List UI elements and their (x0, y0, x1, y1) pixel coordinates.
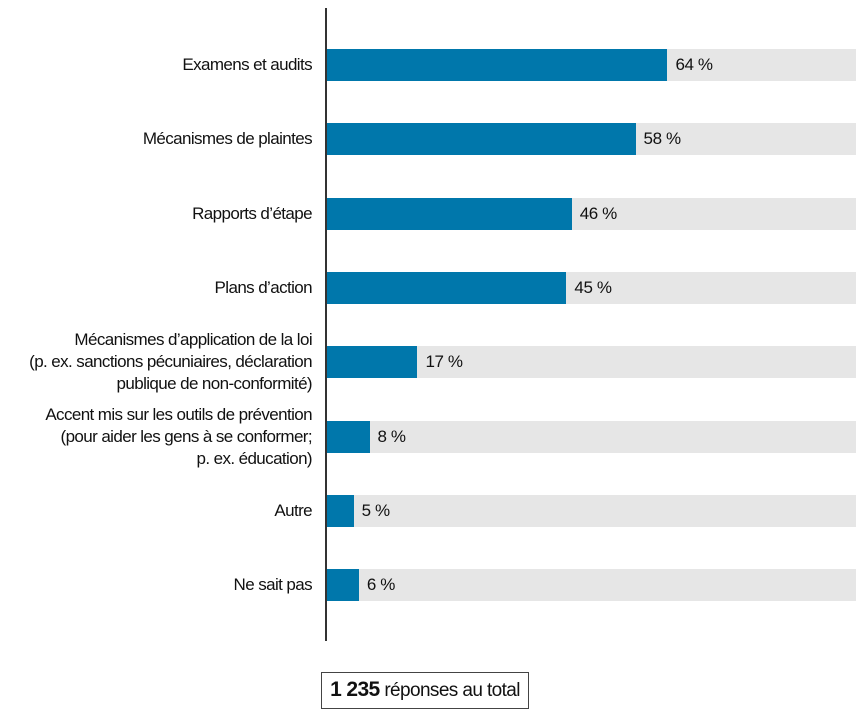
category-label-line: (pour aider les gens à se conformer; (60, 426, 313, 446)
value-label-plans-d-action: 45 % (574, 277, 612, 297)
y-axis-line (325, 8, 327, 641)
category-label-rapports-d-e-tape: Rapports d’étape (192, 203, 312, 225)
category-label-autre: Autre (274, 500, 312, 522)
total-label: réponses au total (384, 680, 520, 701)
category-label-me-canismes-d-application-de-la-loi: Mécanismes d’application de la loi (p. ex… (29, 329, 312, 395)
bar-track-accent-mis-sur-les-outils-de-pre-vention (327, 420, 856, 453)
bar-me-canismes-de-plaintes (327, 123, 636, 156)
bar-ne-sait-pas (327, 569, 359, 602)
category-label-line: Mécanismes d’application de la loi (74, 330, 312, 350)
bar-plans-d-action (327, 271, 567, 304)
bar-autre (327, 494, 354, 527)
category-label-accent-mis-sur-les-outils-de-pre-vention: Accent mis sur les outils de prévention(… (45, 404, 312, 470)
category-label-plans-d-action: Plans d’action (214, 277, 313, 299)
category-label-me-canismes-de-plaintes: Mécanismes de plaintes (142, 128, 313, 150)
value-label-examens-et-audits: 64 % (675, 55, 713, 74)
value-label-ne-sait-pas: 6 % (366, 575, 395, 595)
category-label-line: p. ex. éducation) (196, 448, 313, 468)
category-label-line: Rapports d’étape (192, 203, 312, 223)
value-label-rapports-d-e-tape: 46 % (579, 203, 618, 223)
bar-track-ne-sait-pas (327, 569, 856, 602)
value-label-me-canismes-de-plaintes: 58 % (643, 129, 682, 149)
value-label-autre: 5 % (361, 500, 390, 520)
category-label-line: (p. ex. sanctions pécuniaires, déclarati… (29, 352, 312, 372)
category-label-line: Accent mis sur les outils de prévention (45, 404, 312, 424)
category-label-line: Autre (274, 500, 312, 520)
bar-track-autre (327, 494, 856, 527)
category-label-line: Ne sait pas (233, 575, 313, 595)
category-label-line: Mécanismes de plaintes (142, 129, 313, 149)
category-label-ne-sait-pas: Ne sait pas (233, 574, 313, 596)
value-label-accent-mis-sur-les-outils-de-pre-vention: 8 % (377, 426, 406, 446)
total-responses-box: 1 235 réponses au total (321, 672, 529, 709)
category-label-line: Plans d’action (214, 277, 313, 297)
bar-examens-et-audits (327, 49, 668, 81)
value-label-me-canismes-d-application-de-la-loi: 17 % (425, 352, 463, 372)
category-label-line: Examens et audits (182, 55, 312, 74)
bar-accent-mis-sur-les-outils-de-pre-vention (327, 420, 370, 453)
bar-rapports-d-e-tape (327, 197, 572, 230)
bar-me-canismes-d-application-de-la-loi (327, 346, 418, 379)
category-label-line: publique de non-conformité) (116, 374, 313, 394)
category-label-examens-et-audits: Examens et audits (182, 54, 312, 76)
total-count: 1 235 (330, 678, 380, 701)
